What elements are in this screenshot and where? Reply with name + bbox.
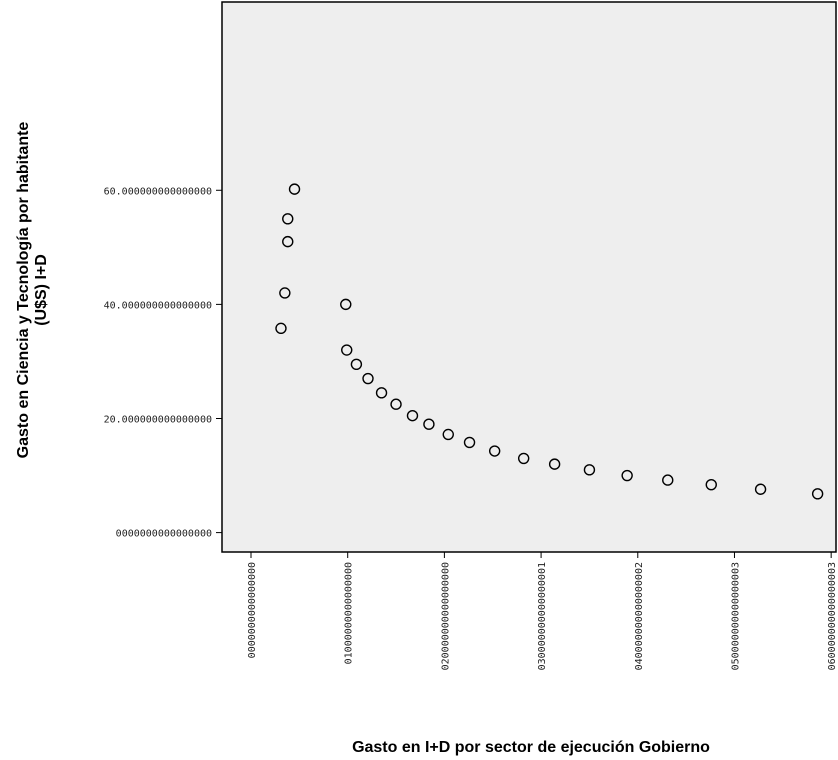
x-axis-title: Gasto en I+D por sector de ejecución Gob… bbox=[352, 739, 710, 756]
data-point bbox=[390, 398, 402, 410]
data-point bbox=[279, 287, 291, 299]
data-point bbox=[621, 469, 633, 482]
x-tick-label: 01000000000000000 bbox=[344, 562, 355, 664]
data-point bbox=[423, 418, 435, 430]
data-point bbox=[488, 445, 501, 457]
data-point bbox=[548, 458, 561, 470]
data-point bbox=[275, 322, 287, 335]
x-axis-ticks: 0000000000000000 01000000000000000 0200000… bbox=[247, 552, 838, 670]
x-tick-label: 030000000000000001 bbox=[537, 562, 548, 670]
data-point bbox=[350, 358, 363, 370]
x-tick-label: 0000000000000000 bbox=[247, 562, 258, 658]
data-point bbox=[811, 488, 824, 500]
y-axis-title-line2: (U$S) I+D bbox=[33, 254, 50, 326]
data-point bbox=[442, 428, 454, 441]
plot-area bbox=[221, 1, 837, 553]
data-point bbox=[754, 483, 767, 495]
data-point bbox=[288, 183, 301, 195]
data-point bbox=[375, 387, 388, 399]
data-point bbox=[583, 464, 596, 476]
data-point bbox=[517, 452, 530, 465]
x-tick-label: 060000000000000003 bbox=[827, 562, 838, 670]
data-point bbox=[282, 235, 294, 248]
data-point bbox=[362, 372, 374, 385]
y-tick-label: 40.000000000000000 bbox=[104, 300, 212, 311]
data-point bbox=[282, 213, 294, 225]
data-point bbox=[705, 478, 717, 491]
y-axis-ticks: 0000000000000000 20.000000000000000 40.000… bbox=[104, 186, 222, 540]
x-tick-label: 040000000000000002 bbox=[634, 562, 645, 670]
data-point bbox=[406, 409, 419, 422]
y-tick-label: 0000000000000000 bbox=[116, 529, 212, 540]
y-tick-label: 20.000000000000000 bbox=[104, 414, 212, 425]
data-point bbox=[340, 298, 352, 311]
data-point bbox=[463, 436, 476, 449]
y-tick-label: 60.000000000000000 bbox=[104, 186, 212, 197]
data-points bbox=[275, 183, 824, 500]
data-point bbox=[341, 344, 353, 356]
x-tick-label: 050000000000000003 bbox=[730, 562, 741, 670]
y-axis-title-line1: Gasto en Ciencia y Tecnología por habita… bbox=[15, 122, 32, 459]
data-point bbox=[662, 474, 674, 486]
x-tick-label: 020000000000000000 bbox=[440, 562, 451, 670]
